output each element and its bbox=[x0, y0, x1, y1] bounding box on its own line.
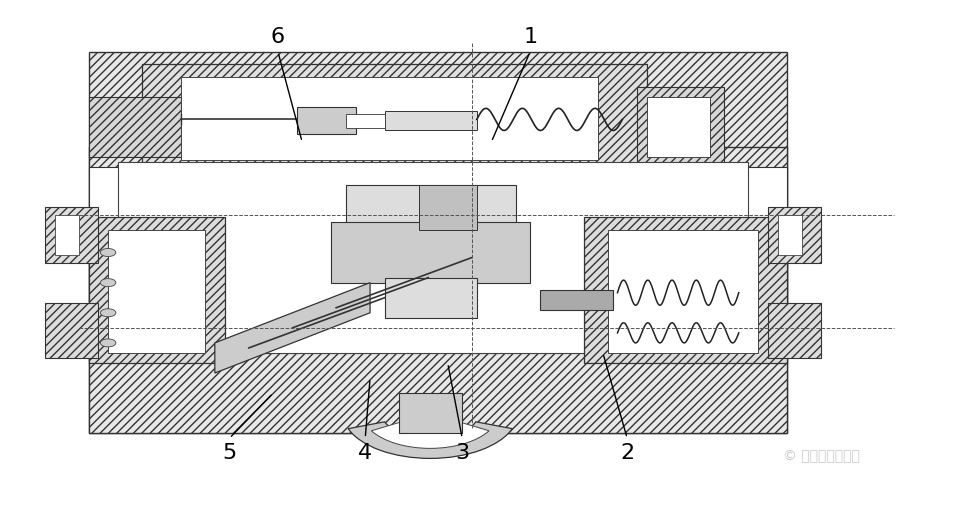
FancyBboxPatch shape bbox=[384, 278, 477, 318]
Text: 4: 4 bbox=[358, 443, 373, 464]
FancyBboxPatch shape bbox=[777, 215, 802, 255]
Circle shape bbox=[100, 339, 116, 347]
FancyBboxPatch shape bbox=[142, 64, 647, 170]
Text: 5: 5 bbox=[222, 443, 236, 464]
Circle shape bbox=[100, 279, 116, 287]
FancyBboxPatch shape bbox=[298, 107, 355, 134]
Text: 1: 1 bbox=[523, 27, 537, 46]
Wedge shape bbox=[348, 422, 512, 459]
FancyBboxPatch shape bbox=[89, 147, 787, 433]
Wedge shape bbox=[372, 422, 489, 448]
FancyBboxPatch shape bbox=[384, 112, 477, 130]
Text: © 液压气动与密封: © 液压气动与密封 bbox=[783, 449, 860, 463]
FancyBboxPatch shape bbox=[637, 87, 724, 165]
FancyBboxPatch shape bbox=[418, 185, 477, 230]
FancyBboxPatch shape bbox=[89, 97, 181, 157]
Text: 3: 3 bbox=[455, 443, 469, 464]
FancyBboxPatch shape bbox=[45, 302, 98, 358]
Text: 6: 6 bbox=[270, 27, 285, 46]
Text: 2: 2 bbox=[620, 443, 634, 464]
FancyBboxPatch shape bbox=[89, 167, 787, 242]
Circle shape bbox=[100, 248, 116, 257]
FancyBboxPatch shape bbox=[540, 290, 613, 310]
FancyBboxPatch shape bbox=[608, 230, 758, 353]
FancyBboxPatch shape bbox=[118, 162, 748, 353]
FancyBboxPatch shape bbox=[345, 185, 516, 230]
FancyBboxPatch shape bbox=[89, 242, 787, 353]
FancyBboxPatch shape bbox=[45, 207, 98, 263]
FancyBboxPatch shape bbox=[399, 393, 462, 433]
Circle shape bbox=[100, 309, 116, 317]
Polygon shape bbox=[215, 283, 370, 373]
FancyBboxPatch shape bbox=[768, 207, 821, 263]
FancyBboxPatch shape bbox=[768, 302, 821, 358]
FancyBboxPatch shape bbox=[89, 217, 225, 363]
FancyBboxPatch shape bbox=[181, 77, 598, 160]
FancyBboxPatch shape bbox=[584, 217, 787, 363]
FancyBboxPatch shape bbox=[647, 97, 709, 157]
FancyBboxPatch shape bbox=[331, 222, 530, 283]
FancyBboxPatch shape bbox=[345, 114, 384, 128]
FancyBboxPatch shape bbox=[108, 230, 205, 353]
FancyBboxPatch shape bbox=[89, 52, 787, 433]
FancyBboxPatch shape bbox=[54, 215, 79, 255]
